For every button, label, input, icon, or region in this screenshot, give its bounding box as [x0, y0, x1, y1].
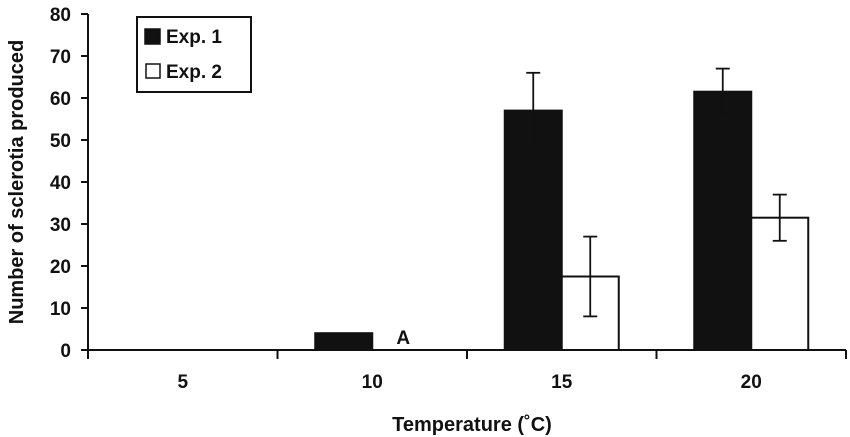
x-axis-title: Temperature (˚C): [392, 413, 552, 436]
x-ticks: 5 10 15 20: [87, 350, 847, 393]
legend-label-exp1: Exp. 1: [166, 27, 222, 48]
y-tick-label: 20: [50, 257, 71, 278]
bar-exp1-15: [503, 109, 563, 351]
annotations: A: [396, 328, 410, 349]
legend-label-exp2: Exp. 2: [166, 62, 222, 83]
y-tick-label: 30: [50, 215, 71, 236]
x-tick-label: 15: [551, 372, 573, 393]
bars: [314, 90, 810, 352]
x-tick-label: 10: [362, 372, 383, 393]
error-bars: [526, 67, 787, 318]
y-tick-label: 70: [50, 47, 71, 68]
y-ticks: 0 10 20 30 40 50 60 70 80: [50, 5, 88, 362]
annotation-label: A: [396, 328, 410, 349]
y-tick-label: 60: [50, 89, 71, 110]
y-axis-title: Number of sclerotia produced: [6, 40, 28, 325]
bar-exp1-10: [314, 332, 374, 352]
y-tick-label: 0: [60, 341, 71, 362]
y-tick-label: 80: [50, 5, 71, 26]
legend-swatch-exp2: [145, 63, 161, 79]
legend-swatch-exp1: [144, 28, 161, 45]
y-tick-label: 10: [50, 299, 71, 320]
legend: Exp. 1 Exp. 2: [136, 16, 252, 93]
bar-exp1-20: [693, 90, 753, 351]
y-tick-label: 50: [50, 131, 71, 152]
x-tick-label: 5: [177, 372, 188, 393]
y-tick-label: 40: [50, 173, 71, 194]
bar-exp2-20: [750, 216, 810, 351]
x-tick-label: 20: [741, 372, 762, 393]
